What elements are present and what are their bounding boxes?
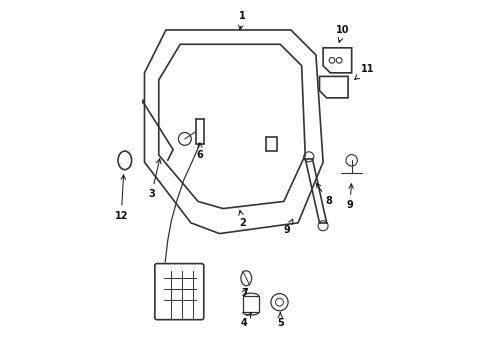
Text: 3: 3 — [148, 159, 161, 199]
Text: 10: 10 — [335, 25, 349, 42]
Text: 7: 7 — [241, 288, 247, 297]
Text: 9: 9 — [346, 184, 352, 210]
Text: 12: 12 — [114, 175, 128, 221]
Text: 9: 9 — [284, 219, 292, 235]
Text: 1: 1 — [238, 11, 245, 30]
Text: 6: 6 — [196, 143, 203, 160]
Text: 8: 8 — [316, 183, 331, 206]
Text: 5: 5 — [276, 312, 283, 328]
Text: 11: 11 — [354, 64, 374, 80]
Text: 2: 2 — [238, 211, 245, 228]
Text: 4: 4 — [241, 313, 251, 328]
